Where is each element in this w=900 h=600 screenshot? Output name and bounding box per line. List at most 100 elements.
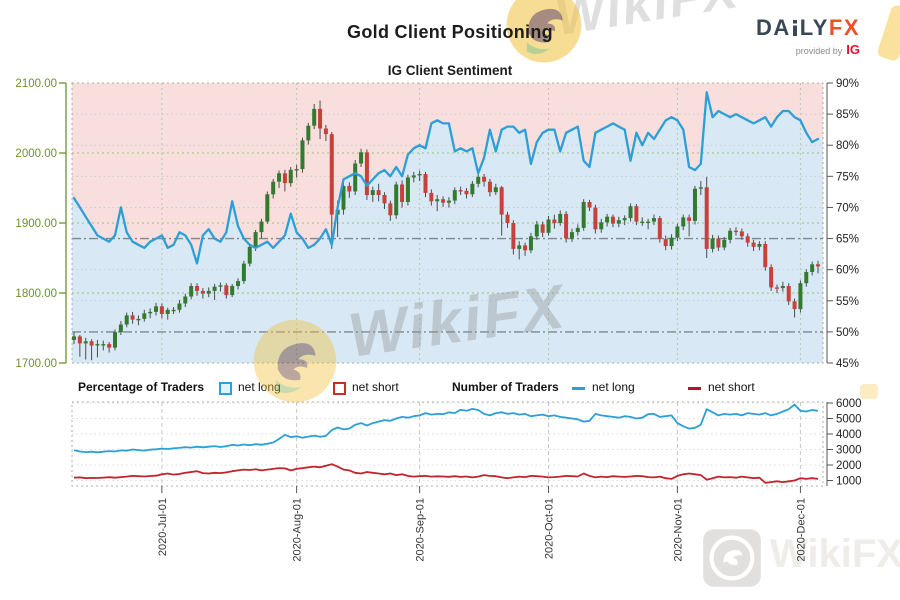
provided-by: provided by IG: [795, 42, 860, 57]
svg-text:80%: 80%: [836, 140, 859, 152]
candle: [89, 341, 94, 346]
candle: [441, 199, 446, 203]
candle: [95, 344, 100, 346]
candle: [798, 283, 803, 310]
candle: [780, 286, 785, 289]
candle: [411, 175, 416, 178]
candle: [423, 174, 428, 193]
candle: [511, 223, 516, 249]
candle: [72, 336, 76, 340]
candle: [83, 341, 88, 344]
candle: [195, 286, 200, 291]
candle: [200, 290, 205, 294]
dailyfx-wordmark: DA LYFX: [756, 15, 860, 40]
svg-text:2100.00: 2100.00: [15, 78, 57, 90]
candle: [189, 286, 194, 297]
date-tick-label: 2020-Dec-01: [795, 498, 807, 562]
candle: [265, 194, 270, 222]
candle: [710, 238, 715, 249]
candle: [716, 238, 721, 248]
candle: [634, 206, 639, 222]
candle: [774, 287, 779, 289]
candle: [294, 169, 299, 171]
candle: [370, 190, 375, 195]
legend-pct-net-long-label: net long: [238, 380, 281, 394]
candle: [142, 313, 147, 319]
candle: [282, 173, 287, 184]
candle: [546, 219, 551, 233]
candle: [470, 183, 475, 195]
logo-candle-i-icon: [792, 20, 797, 36]
candle: [751, 242, 756, 247]
candle: [499, 187, 504, 215]
candle: [581, 202, 586, 228]
legend-num-net-long-label: net long: [592, 380, 635, 394]
candle: [159, 306, 164, 314]
candle: [218, 285, 223, 287]
count-line-net-short: [73, 463, 819, 484]
svg-text:6000: 6000: [836, 398, 862, 410]
candle: [183, 296, 188, 304]
candle: [247, 246, 252, 264]
candle: [575, 227, 580, 233]
candle: [382, 195, 387, 204]
candle: [347, 185, 352, 192]
svg-text:1900.00: 1900.00: [15, 218, 57, 230]
sentiment-net-long-line: [72, 91, 820, 265]
candle: [599, 222, 604, 230]
candle: [364, 152, 369, 195]
candle: [224, 285, 229, 296]
candle: [136, 318, 141, 321]
date-tick-label: 2020-Aug-01: [292, 498, 304, 562]
price-axis-left: 2100.00 2000.00 1900.00 1800.00 1700.00: [15, 78, 67, 370]
candle: [288, 169, 293, 184]
date-tick-label: 2020-Jul-01: [157, 498, 169, 556]
candle: [534, 224, 539, 237]
candle: [722, 239, 727, 248]
svg-text:60%: 60%: [836, 265, 859, 277]
candle: [113, 332, 118, 348]
candle: [698, 187, 703, 189]
candle: [107, 344, 112, 348]
candle: [663, 239, 668, 247]
candle: [528, 236, 533, 251]
candle: [517, 245, 522, 249]
candle: [739, 231, 744, 237]
legend-pct-header: Percentage of Traders: [78, 380, 205, 394]
candle: [816, 264, 820, 267]
candle: [605, 216, 610, 223]
candle: [236, 281, 241, 286]
candle: [464, 190, 469, 195]
legend-num-net-short-label: net short: [708, 380, 755, 394]
candle: [552, 219, 557, 223]
candle: [177, 303, 182, 310]
legend-num-header: Number of Traders: [452, 380, 559, 394]
candle: [130, 315, 135, 320]
candle: [388, 203, 393, 216]
candle: [564, 213, 569, 239]
count-line-net-long: [73, 403, 819, 454]
candle: [359, 152, 364, 164]
date-tick-label: 2020-Nov-01: [672, 498, 684, 562]
candle: [587, 202, 592, 208]
candle: [651, 218, 656, 222]
candle: [124, 315, 129, 325]
svg-text:1000: 1000: [836, 476, 862, 488]
date-tick-label: 2020-Sep-01: [415, 498, 427, 562]
chart-subtitle: IG Client Sentiment: [387, 63, 513, 78]
legend-pct-net-long-swatch-icon: [219, 382, 232, 395]
candle: [212, 286, 217, 291]
candle: [558, 213, 563, 223]
traders-count-panel: [71, 401, 824, 487]
candle: [704, 187, 709, 249]
candle: [429, 192, 434, 202]
candle: [733, 230, 738, 233]
candle: [300, 140, 305, 170]
svg-text:5000: 5000: [836, 414, 862, 426]
candle: [622, 218, 627, 221]
svg-text:65%: 65%: [836, 234, 859, 246]
candle: [230, 286, 235, 296]
candle: [259, 221, 264, 233]
candle: [458, 190, 463, 192]
candle: [745, 236, 750, 243]
